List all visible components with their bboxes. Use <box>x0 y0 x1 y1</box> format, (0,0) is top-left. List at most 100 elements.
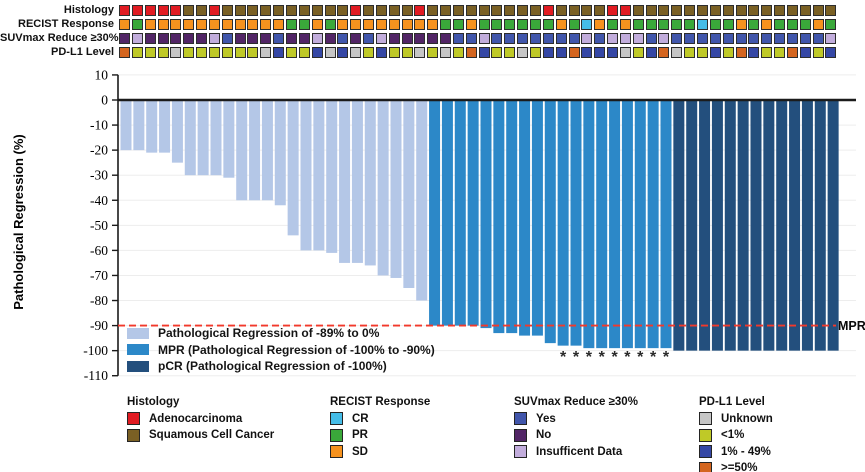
pdl1-track-square <box>632 46 644 58</box>
pdl1-track-square <box>542 46 554 58</box>
chart-svg: 10 0 -10 -20 -30 -40 -50 -60 -70 -80 -90 -100 -110 MP… <box>83 67 865 383</box>
regression-bar <box>814 100 826 351</box>
track-label-recist: RECIST Response <box>18 18 114 30</box>
track-row-recist: RECIST Response <box>0 18 838 30</box>
suvmax-track-square <box>671 32 683 44</box>
asterisk-marker: * <box>560 349 567 366</box>
suvmax-track-square <box>427 32 439 44</box>
histology-track-square <box>696 4 708 16</box>
legend-swatch <box>330 445 343 458</box>
asterisk-marker: * <box>599 349 606 366</box>
suvmax-track-square <box>465 32 477 44</box>
legend-item-label: Yes <box>536 412 556 425</box>
recist-track-square <box>311 18 323 30</box>
histology-track-square <box>221 4 233 16</box>
regression-bar <box>390 100 402 278</box>
track-label-histology: Histology <box>63 4 114 16</box>
recist-track-square <box>581 18 593 30</box>
regression-bar <box>583 100 595 349</box>
regression-bar <box>570 100 582 346</box>
plot-legend-swatch <box>127 344 149 355</box>
regression-bar <box>236 100 248 201</box>
track-cells-pdl1 <box>119 46 838 58</box>
recist-track-square <box>465 18 477 30</box>
histology-track-square <box>607 4 619 16</box>
suvmax-track-square <box>247 32 259 44</box>
legend-item-label: <1% <box>721 429 745 441</box>
histology-track-square <box>774 4 786 16</box>
pdl1-track-square <box>709 46 721 58</box>
regression-bar <box>827 100 839 351</box>
recist-track-square <box>234 18 246 30</box>
suvmax-track-square <box>581 32 593 44</box>
pdl1-track-square <box>170 46 182 58</box>
histology-track-square <box>388 4 400 16</box>
regression-bar <box>789 100 801 351</box>
suvmax-track-square <box>440 32 452 44</box>
pdl1-track-square <box>517 46 529 58</box>
regression-bar <box>647 100 659 349</box>
pdl1-track-square <box>607 46 619 58</box>
legend-item-label: Adenocarcinoma <box>149 412 243 425</box>
recist-track-square <box>375 18 387 30</box>
legend-title-pdl1: PD-L1 Level <box>699 396 765 408</box>
legend-swatch <box>514 412 527 425</box>
recist-track-square <box>427 18 439 30</box>
histology-track-square <box>594 4 606 16</box>
recist-track-square <box>774 18 786 30</box>
histology-track-square <box>619 4 631 16</box>
recist-track-square <box>414 18 426 30</box>
regression-bar <box>596 100 608 349</box>
regression-bar <box>519 100 531 336</box>
recist-track-square <box>825 18 837 30</box>
histology-track-square <box>722 4 734 16</box>
legend-swatch <box>514 428 527 442</box>
legend-item: Unknown <box>699 412 773 425</box>
recist-track-square <box>170 18 182 30</box>
histology-track-square <box>684 4 696 16</box>
pdl1-track-square <box>671 46 683 58</box>
legend-pdl1: PD-L1 Level Unknown <1% 1% - 49% >=50% <box>699 396 773 472</box>
recist-track-square <box>786 18 798 30</box>
recist-track-square <box>157 18 169 30</box>
regression-bar <box>454 100 466 326</box>
recist-track-square <box>388 18 400 30</box>
recist-track-square <box>119 18 130 30</box>
pdl1-track-square <box>452 46 464 58</box>
regression-bar <box>313 100 325 251</box>
histology-track-square <box>273 4 285 16</box>
histology-track-square <box>247 4 259 16</box>
pdl1-track-square <box>131 46 143 58</box>
recist-track-square <box>401 18 413 30</box>
pdl1-track-square <box>696 46 708 58</box>
regression-bar <box>403 100 415 288</box>
suvmax-track-square <box>517 32 529 44</box>
regression-bar <box>763 100 775 351</box>
histology-track-square <box>581 4 593 16</box>
legend-item: Adenocarcinoma <box>127 412 274 425</box>
y-tick-label: -110 <box>84 368 108 383</box>
regression-bar <box>287 100 299 236</box>
recist-track-square <box>183 18 195 30</box>
regression-bar <box>621 100 633 349</box>
legend-item-label: >=50% <box>721 462 758 472</box>
suvmax-track-square <box>645 32 657 44</box>
recist-track-square <box>504 18 516 30</box>
legend-item: PR <box>330 428 430 442</box>
suvmax-track-square <box>119 32 130 44</box>
asterisk-marker: * <box>586 349 593 366</box>
legend-suvmax: SUVmax Reduce ≥30% Yes No Insufficent Data <box>514 396 638 462</box>
pdl1-track-square <box>555 46 567 58</box>
histology-track-square <box>401 4 413 16</box>
track-row-histology: Histology <box>0 4 838 16</box>
suvmax-track-square <box>825 32 837 44</box>
suvmax-track-square <box>337 32 349 44</box>
legend-histology: Histology Adenocarcinoma Squamous Cell Can… <box>127 396 274 445</box>
pdl1-track-square <box>786 46 798 58</box>
suvmax-track-square <box>157 32 169 44</box>
recist-track-square <box>298 18 310 30</box>
pdl1-track-square <box>337 46 349 58</box>
y-tick-label: -50 <box>90 218 108 233</box>
track-cells-histology <box>119 4 838 16</box>
histology-track-square <box>144 4 156 16</box>
